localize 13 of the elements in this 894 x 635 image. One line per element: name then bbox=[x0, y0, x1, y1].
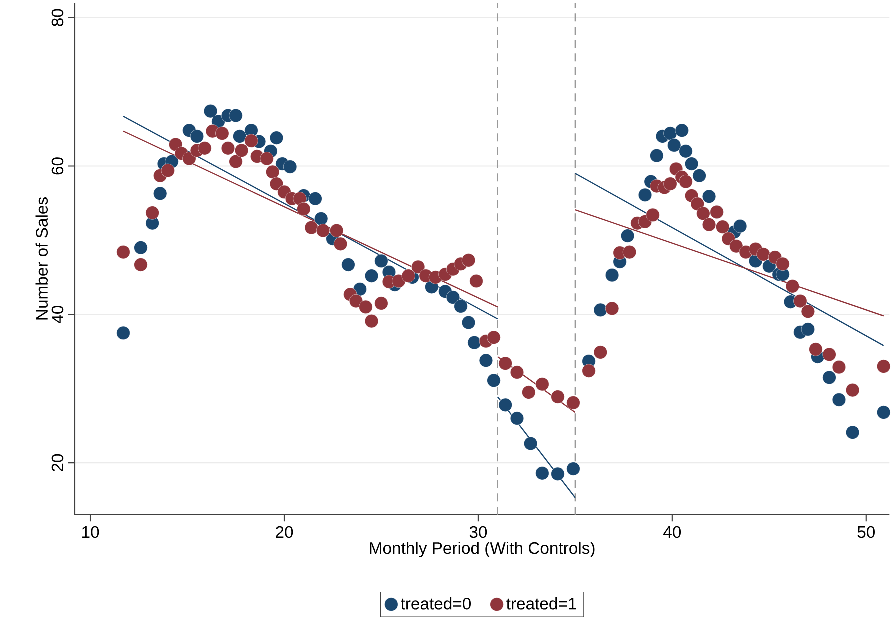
x-tick-label: 20 bbox=[276, 526, 294, 538]
y-tick-label: 60 bbox=[52, 158, 64, 175]
legend-label: treated=0 bbox=[401, 598, 472, 610]
y-tick-label: 40 bbox=[52, 306, 64, 324]
x-tick-label: 30 bbox=[470, 526, 488, 538]
legend-label: treated=1 bbox=[506, 598, 576, 610]
x-tick-label: 10 bbox=[82, 526, 100, 538]
x-axis-title: Monthly Period (With Controls) bbox=[370, 542, 595, 558]
y-axis-title: Number of Sales bbox=[36, 198, 48, 320]
y-tick-label: 20 bbox=[52, 454, 64, 472]
y-tick-label: 80 bbox=[52, 9, 64, 26]
x-tick-label: 40 bbox=[664, 526, 682, 538]
x-tick-label: 50 bbox=[858, 526, 875, 538]
